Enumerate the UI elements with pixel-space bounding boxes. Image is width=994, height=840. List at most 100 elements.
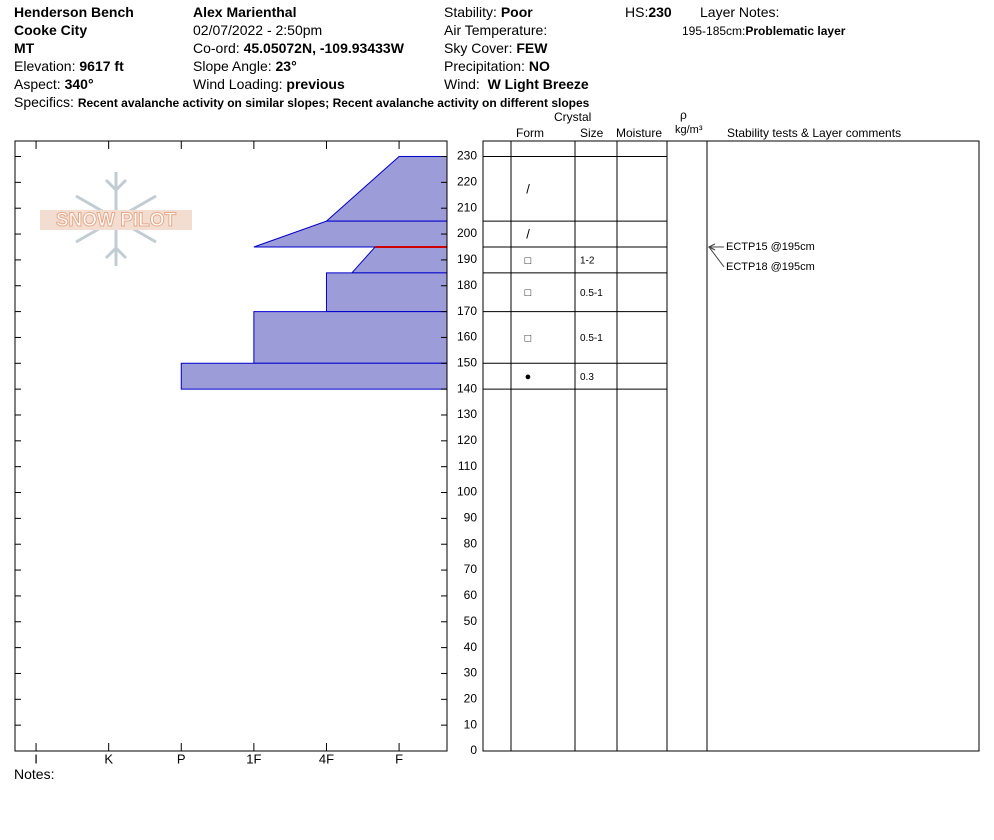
- value: Recent avalanche activity on similar slo…: [77, 96, 590, 110]
- text: Problematic layer: [745, 24, 846, 38]
- air-temp: Air Temperature:: [444, 22, 548, 38]
- label: Sky Cover:: [444, 40, 513, 56]
- x-tick-label: 4F: [319, 751, 334, 766]
- y-tick-label: 220: [457, 175, 477, 189]
- y-tick-label: 30: [464, 666, 478, 680]
- label: Precipitation:: [444, 58, 525, 74]
- col-crystal: Crystal: [554, 110, 592, 124]
- value: FEW: [516, 40, 548, 56]
- grain-size: 0.5-1: [580, 288, 603, 299]
- observer: Alex Marienthal: [193, 4, 297, 20]
- layer: [253, 220, 448, 248]
- value: 23°: [275, 58, 297, 74]
- y-tick-label: 10: [464, 717, 478, 731]
- label: Specifics:: [14, 94, 74, 110]
- layer-notes-title: Layer Notes:: [700, 4, 780, 20]
- aspect: Aspect: 340°: [14, 76, 94, 92]
- layer: [180, 362, 448, 390]
- label: Stability:: [444, 4, 497, 20]
- value: 230: [648, 4, 672, 20]
- y-tick-label: 130: [457, 407, 477, 421]
- layer-note: 195-185cm:Problematic layer: [682, 24, 845, 38]
- hardness-frame: [14, 140, 448, 752]
- range: 195-185cm:: [682, 24, 746, 38]
- state: MT: [14, 40, 35, 56]
- hs: HS:230: [625, 4, 672, 20]
- y-tick-label: 50: [464, 614, 478, 628]
- value: previous: [286, 76, 345, 92]
- logo-band: [40, 210, 192, 230]
- label: HS:: [625, 4, 649, 20]
- precip: Precipitation: NO: [444, 58, 550, 74]
- grain-form: □: [525, 255, 532, 267]
- y-tick-label: 180: [457, 278, 477, 292]
- y-tick-label: 0: [470, 743, 477, 757]
- value: 45.05072N, -109.93433W: [243, 40, 404, 56]
- specifics: Specifics: Recent avalanche activity on …: [14, 94, 589, 110]
- y-tick-label: 20: [464, 691, 478, 705]
- grid-frame: [482, 140, 980, 752]
- grain-size: 0.5-1: [580, 333, 603, 344]
- layer: [253, 311, 448, 364]
- label: Wind Loading:: [193, 76, 283, 92]
- col-comments: Stability tests & Layer comments: [727, 126, 902, 140]
- y-tick-label: 140: [457, 381, 477, 395]
- wind: Wind: W Light Breeze: [444, 76, 589, 92]
- y-tick-label: 100: [457, 485, 477, 499]
- grain-size: 0.3: [580, 372, 594, 383]
- notes: Notes:: [14, 766, 55, 782]
- test-arrowhead: [707, 243, 716, 251]
- y-tick-label: 80: [464, 536, 478, 550]
- test-label: ECTP18 @195cm: [726, 261, 815, 273]
- label: Wind:: [444, 76, 480, 92]
- y-tick-label: 70: [464, 562, 478, 576]
- value: W Light Breeze: [487, 76, 589, 92]
- x-tick-label: K: [104, 751, 113, 766]
- y-tick-label: 160: [457, 330, 477, 344]
- value: Poor: [500, 4, 533, 20]
- x-tick-label: 1F: [246, 751, 261, 766]
- layer: [325, 272, 448, 313]
- location: Henderson Bench: [14, 4, 134, 20]
- slope: Slope Angle: 23°: [193, 58, 297, 74]
- grain-form: ●: [525, 371, 532, 383]
- elevation: Elevation: 9617 ft: [14, 58, 124, 74]
- y-tick-label: 90: [464, 511, 478, 525]
- col-moisture: Moisture: [616, 126, 663, 140]
- col-density-unit: kg/m³: [675, 124, 703, 136]
- area: Cooke City: [14, 22, 88, 38]
- label: Co-ord:: [193, 40, 240, 56]
- x-tick-label: I: [34, 751, 38, 766]
- test-arrow: [708, 246, 725, 268]
- y-tick-label: 190: [457, 252, 477, 266]
- stability: Stability: Poor: [444, 4, 533, 20]
- grain-form: □: [525, 287, 532, 299]
- y-tick-label: 60: [464, 588, 478, 602]
- sky: Sky Cover: FEW: [444, 40, 547, 56]
- logo: SNOW PILOT: [40, 172, 192, 266]
- value: 9617 ft: [79, 58, 124, 74]
- grain-size: 1-2: [580, 256, 595, 267]
- grain-form: /: [526, 226, 530, 241]
- y-tick-label: 210: [457, 200, 477, 214]
- x-tick-label: P: [177, 751, 186, 766]
- label: Elevation:: [14, 58, 76, 74]
- test-label: ECTP15 @195cm: [726, 241, 815, 253]
- value: 340°: [64, 76, 94, 92]
- y-tick-label: 170: [457, 304, 477, 318]
- y-tick-label: 230: [457, 149, 477, 163]
- label: Aspect:: [14, 76, 61, 92]
- col-density: ρ: [680, 108, 687, 122]
- coord: Co-ord: 45.05072N, -109.93433W: [193, 40, 404, 56]
- grain-form: □: [525, 332, 532, 344]
- y-tick-label: 110: [458, 459, 477, 473]
- value: NO: [528, 58, 550, 74]
- layer: [325, 156, 448, 222]
- y-tick-label: 40: [464, 640, 478, 654]
- datetime: 02/07/2022 - 2:50pm: [193, 22, 323, 38]
- y-tick-label: 150: [457, 355, 477, 369]
- col-size: Size: [580, 126, 604, 140]
- y-tick-label: 200: [457, 226, 477, 240]
